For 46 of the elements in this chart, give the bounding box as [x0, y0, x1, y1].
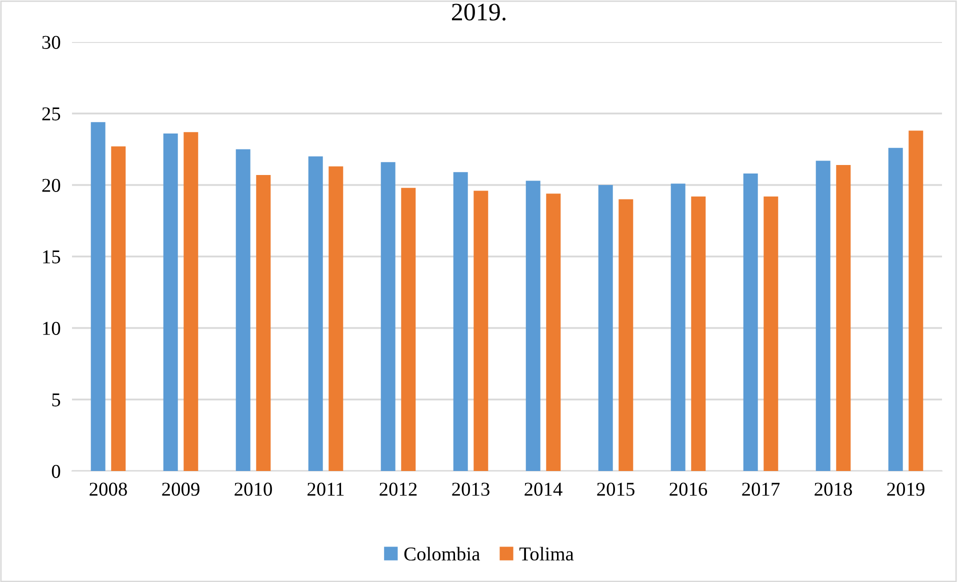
- y-tick-label: 10: [43, 322, 60, 335]
- bar: [836, 164, 851, 471]
- bar: [184, 132, 198, 471]
- bar: [328, 166, 344, 471]
- bar: [90, 122, 106, 471]
- legend-label: Tolima: [519, 546, 574, 561]
- x-tick-label: 2017: [742, 482, 780, 496]
- bar: [691, 196, 706, 471]
- bar: [401, 188, 416, 471]
- x-tick-label: 2019: [887, 482, 924, 496]
- y-tick-label: 25: [42, 107, 60, 120]
- y-tick-label: 5: [52, 394, 60, 406]
- bar: [163, 134, 178, 471]
- y-tick-label: 15: [43, 250, 60, 264]
- bar: [816, 160, 830, 471]
- bar: [111, 146, 126, 471]
- bar: [236, 149, 250, 471]
- y-tick-label: 30: [42, 36, 60, 49]
- bar: [888, 148, 903, 471]
- x-tick-label: 2016: [670, 482, 708, 496]
- bar: [743, 174, 758, 471]
- y-tick-label: 20: [42, 178, 60, 192]
- bar: [764, 196, 778, 471]
- bar: [526, 180, 540, 471]
- x-tick-label: 2009: [162, 482, 200, 496]
- bar: [474, 190, 488, 471]
- bar: [598, 185, 613, 471]
- x-tick-label: 2011: [308, 482, 344, 496]
- x-tick-label: 2010: [234, 482, 272, 496]
- x-tick-label: 2012: [380, 482, 417, 496]
- chart-title: 2019.: [452, 4, 506, 21]
- x-tick-label: 2013: [452, 482, 490, 496]
- x-tick-label: 2018: [814, 482, 852, 496]
- bar: [453, 172, 468, 471]
- y-tick-label: 0: [52, 464, 60, 478]
- x-tick-label: 2014: [524, 482, 562, 496]
- bar: [618, 199, 634, 471]
- bar: [256, 174, 271, 471]
- bar: [380, 162, 396, 471]
- x-tick-label: 2008: [90, 482, 127, 496]
- bar: [670, 184, 686, 471]
- bar: [908, 130, 924, 471]
- x-tick-label: 2015: [597, 482, 634, 496]
- legend-label: Colombia: [404, 546, 480, 561]
- bar: [308, 156, 323, 471]
- bar: [546, 194, 561, 471]
